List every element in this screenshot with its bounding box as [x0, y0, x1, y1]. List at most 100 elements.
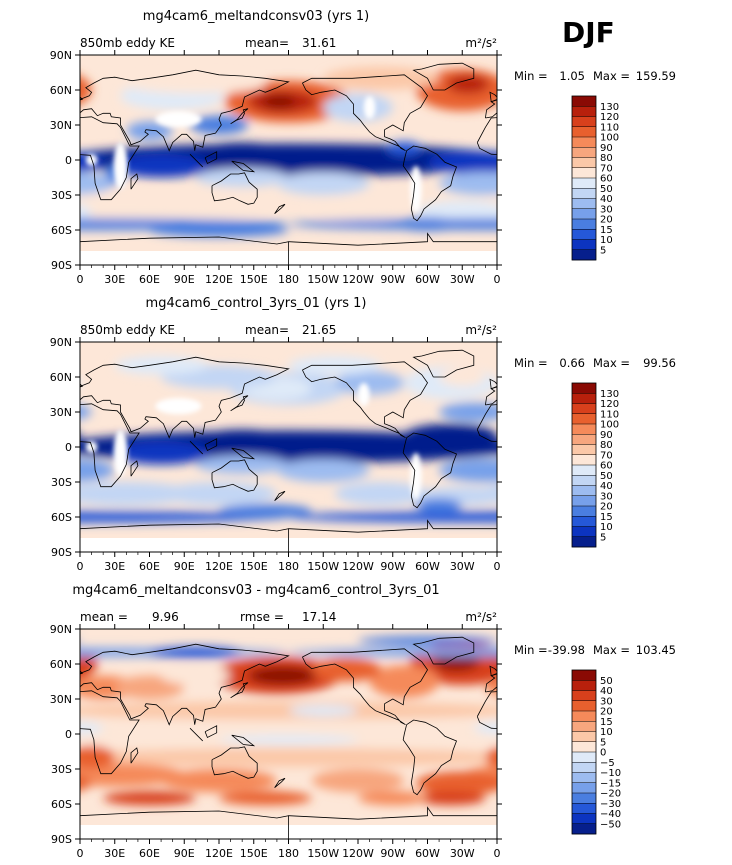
- coastline: [0, 75, 11, 151]
- field-cell: [288, 704, 358, 717]
- map-field: [0, 629, 732, 840]
- coastline: [189, 153, 204, 168]
- field-cell: [636, 504, 729, 518]
- colorbar-swatch: [572, 147, 596, 158]
- colorbar-label: 15: [600, 225, 613, 236]
- colorbar-label: 20: [600, 215, 613, 226]
- colorbar-label: 20: [600, 707, 613, 718]
- map-field: [0, 342, 729, 552]
- colorbar-swatch: [572, 403, 596, 415]
- colorbar-swatch: [572, 772, 596, 784]
- colorbar-swatch: [572, 485, 596, 497]
- coastline: [211, 172, 258, 205]
- y-tick-label: 90N: [50, 623, 72, 636]
- x-tick-label: 30E: [104, 273, 125, 286]
- panel-3: mg4cam6_meltandconsv03 - mg4cam6_control…: [0, 583, 732, 860]
- coastline: [80, 523, 289, 552]
- colorbar-swatch: [572, 249, 596, 261]
- max-label: Max =: [593, 356, 630, 370]
- colorbar-label: 130: [600, 102, 619, 113]
- coastline: [706, 808, 732, 840]
- colorbar-label: 120: [600, 399, 619, 410]
- field-cell: [659, 377, 729, 400]
- panel-2: mg4cam6_control_3yrs_01 (yrs 1) 850mb edd…: [0, 296, 729, 573]
- coastline: [648, 683, 665, 698]
- colorbar-label: 0: [600, 748, 606, 759]
- coastline: [189, 440, 204, 455]
- y-tick-label: 30S: [51, 763, 72, 776]
- coastline: [649, 161, 671, 172]
- max-label: Max =: [593, 69, 630, 83]
- field-cell: [0, 636, 80, 645]
- field-cell: [415, 771, 497, 795]
- colorbar-swatch: [572, 762, 596, 773]
- y-tick-label: 90S: [51, 833, 72, 846]
- field-cell: [276, 171, 370, 195]
- coastline: [548, 461, 555, 476]
- colorbar-label: 15: [600, 717, 613, 728]
- x-tick-label: 0: [494, 273, 501, 286]
- field-cell: [195, 142, 289, 166]
- field-cell: [0, 217, 45, 231]
- coastline: [0, 350, 57, 377]
- x-tick-label: 150E: [240, 847, 268, 860]
- field-cell: [161, 666, 231, 686]
- field-cell: [636, 735, 732, 744]
- colorbar-label: −5: [600, 758, 615, 769]
- field-cell: [80, 489, 92, 503]
- colorbar-swatch: [572, 219, 596, 230]
- field-cell: [613, 430, 706, 453]
- y-tick-label: 60N: [50, 371, 72, 384]
- y-tick-label: 90S: [51, 546, 72, 559]
- colorbar-swatch: [572, 813, 596, 825]
- field-cell: [247, 666, 318, 686]
- colorbar-swatch: [572, 700, 596, 712]
- colorbar-label: 5: [600, 532, 606, 543]
- coastline: [622, 152, 634, 164]
- colorbar-swatch: [572, 96, 596, 107]
- mean-label: mean=: [245, 323, 289, 337]
- coastline: [204, 151, 218, 165]
- field-cell: [680, 95, 712, 109]
- x-tick-label: 0: [77, 560, 84, 573]
- colorbar-label: 40: [600, 194, 613, 205]
- field-cell: [80, 745, 115, 769]
- panel-title: mg4cam6_control_3yrs_01 (yrs 1): [146, 296, 367, 311]
- x-tick-label: 180: [278, 847, 299, 860]
- field-cell: [520, 791, 613, 805]
- max-value: 159.59: [636, 69, 676, 83]
- missing-patch: [363, 95, 376, 120]
- field-cell: [195, 455, 289, 474]
- colorbar-swatch: [572, 239, 596, 251]
- coastline: [649, 735, 671, 746]
- colorbar-swatch: [572, 475, 596, 486]
- colorbar-label: −30: [600, 799, 621, 810]
- field-cell: [80, 459, 115, 482]
- field-cell: [522, 165, 541, 184]
- x-tick-label: 90E: [174, 273, 195, 286]
- x-tick-label: 120E: [205, 560, 233, 573]
- colorbar-label: 120: [600, 112, 619, 123]
- y-tick-label: 60S: [51, 798, 72, 811]
- field-cell: [439, 171, 497, 195]
- field-cell: [80, 713, 497, 755]
- colorbar-swatch: [572, 413, 596, 425]
- x-tick-label: 0: [494, 560, 501, 573]
- field-cell: [311, 769, 405, 793]
- colorbar-label: 30: [600, 204, 613, 215]
- y-tick-label: 60S: [51, 224, 72, 237]
- field-cell: [80, 172, 115, 195]
- x-tick-label: 0: [77, 847, 84, 860]
- x-tick-label: 150E: [240, 560, 268, 573]
- coastline: [302, 74, 428, 152]
- mean-label: mean=: [245, 36, 289, 50]
- coastline: [231, 734, 256, 747]
- field-cell: [694, 172, 732, 195]
- colorbar-label: 90: [600, 143, 613, 154]
- coastline: [622, 439, 634, 451]
- coastline: [204, 725, 218, 739]
- coastline: [189, 727, 204, 742]
- x-tick-label: 60E: [139, 847, 160, 860]
